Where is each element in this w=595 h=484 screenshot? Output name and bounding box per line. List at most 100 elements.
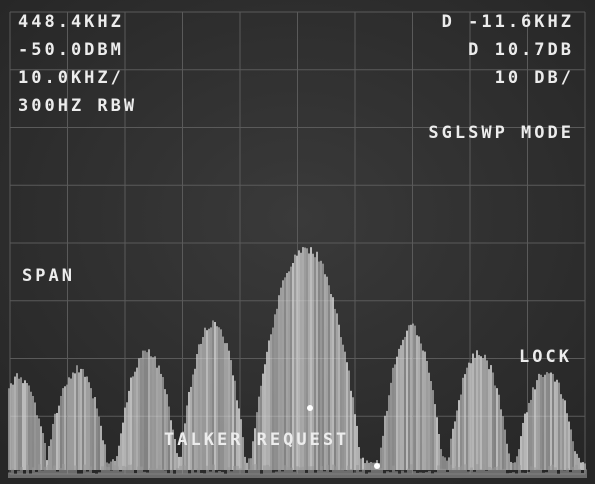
noise-floor xyxy=(242,464,245,478)
trace-segment xyxy=(580,462,582,470)
trace-segment xyxy=(168,406,170,470)
noise-floor xyxy=(320,466,323,478)
noise-floor xyxy=(284,465,287,478)
trace-segment xyxy=(442,456,444,470)
noise-floor xyxy=(311,466,314,478)
noise-floor xyxy=(104,466,107,478)
marker xyxy=(307,405,313,411)
trace-segment xyxy=(446,460,448,470)
trace-segment xyxy=(430,381,432,470)
trace-segment xyxy=(392,367,394,470)
trace-segment xyxy=(510,461,512,470)
trace-segment xyxy=(346,362,348,470)
trace-segment xyxy=(138,358,140,470)
trace-segment xyxy=(274,314,276,470)
trace-segment xyxy=(514,462,516,470)
trace-segment xyxy=(48,445,50,470)
trace-segment xyxy=(264,364,266,470)
noise-floor xyxy=(53,465,56,478)
trace-segment xyxy=(332,297,334,470)
noise-floor xyxy=(530,466,533,478)
noise-floor xyxy=(257,469,260,478)
noise-floor xyxy=(230,471,233,478)
trace-segment xyxy=(382,435,384,470)
noise-floor xyxy=(32,467,35,478)
trace-segment xyxy=(256,412,258,470)
noise-floor xyxy=(206,465,209,478)
trace-segment xyxy=(532,387,534,470)
noise-floor xyxy=(452,468,455,478)
noise-floor xyxy=(446,471,449,478)
trace-segment xyxy=(74,373,76,470)
trace-segment xyxy=(292,263,294,470)
noise-floor xyxy=(350,468,353,478)
noise-floor xyxy=(575,464,578,478)
trace-segment xyxy=(130,377,132,470)
noise-floor xyxy=(524,472,527,478)
trace-segment xyxy=(480,356,482,470)
trace-segment xyxy=(282,280,284,470)
trace-segment xyxy=(58,405,60,470)
trace-segment xyxy=(476,350,478,470)
noise-floor xyxy=(584,469,587,478)
noise-floor xyxy=(545,472,548,478)
noise-floor xyxy=(128,464,131,478)
trace-segment xyxy=(56,412,58,470)
trace-segment xyxy=(388,395,390,470)
trace-segment xyxy=(104,444,106,470)
trace-segment xyxy=(352,397,354,470)
trace-segment xyxy=(34,402,36,470)
trace-segment xyxy=(194,368,196,470)
noise-floor xyxy=(116,466,119,478)
noise-floor xyxy=(308,466,311,478)
trace-segment xyxy=(336,313,338,470)
noise-floor xyxy=(278,468,281,478)
trace-segment xyxy=(448,457,450,470)
noise-floor xyxy=(344,470,347,478)
trace-segment xyxy=(240,419,242,470)
trace-segment xyxy=(500,409,502,470)
noise-floor xyxy=(23,473,26,478)
trace-segment xyxy=(534,389,536,470)
trace-segment xyxy=(254,428,256,470)
trace-segment xyxy=(16,373,18,470)
noise-floor xyxy=(380,468,383,478)
talker-request: TALKER REQUEST xyxy=(164,430,349,450)
trace-segment xyxy=(272,327,274,470)
trace-segment xyxy=(324,274,326,470)
noise-floor xyxy=(44,466,47,478)
noise-floor xyxy=(326,464,329,478)
delta-frequency: D -11.6KHZ xyxy=(442,12,574,32)
noise-floor xyxy=(131,464,134,478)
trace-segment xyxy=(368,462,370,470)
trace-segment xyxy=(84,376,86,470)
trace-segment xyxy=(404,336,406,470)
trace-segment xyxy=(530,399,532,470)
trace-segment xyxy=(198,344,200,470)
noise-floor xyxy=(464,464,467,478)
trace-segment xyxy=(542,376,544,470)
trace-segment xyxy=(456,410,458,470)
trace-segment xyxy=(54,413,56,470)
noise-floor xyxy=(98,472,101,478)
trace-segment xyxy=(358,447,360,470)
trace-segment xyxy=(384,415,386,470)
trace-segment xyxy=(458,400,460,470)
noise-floor xyxy=(20,467,23,478)
noise-floor xyxy=(26,465,29,478)
trace-segment xyxy=(556,379,558,470)
trace-segment xyxy=(418,336,420,470)
noise-floor xyxy=(8,472,11,478)
trace-segment xyxy=(12,384,14,470)
noise-floor xyxy=(449,464,452,478)
sweep-mode: SGLSWP MODE xyxy=(428,123,574,143)
noise-floor xyxy=(536,469,539,478)
trace-segment xyxy=(38,418,40,470)
noise-floor xyxy=(110,470,113,478)
trace-segment xyxy=(416,335,418,470)
trace-segment xyxy=(504,429,506,470)
trace-segment xyxy=(428,372,430,470)
noise-floor xyxy=(323,471,326,478)
noise-floor xyxy=(359,471,362,478)
noise-floor xyxy=(14,473,17,478)
